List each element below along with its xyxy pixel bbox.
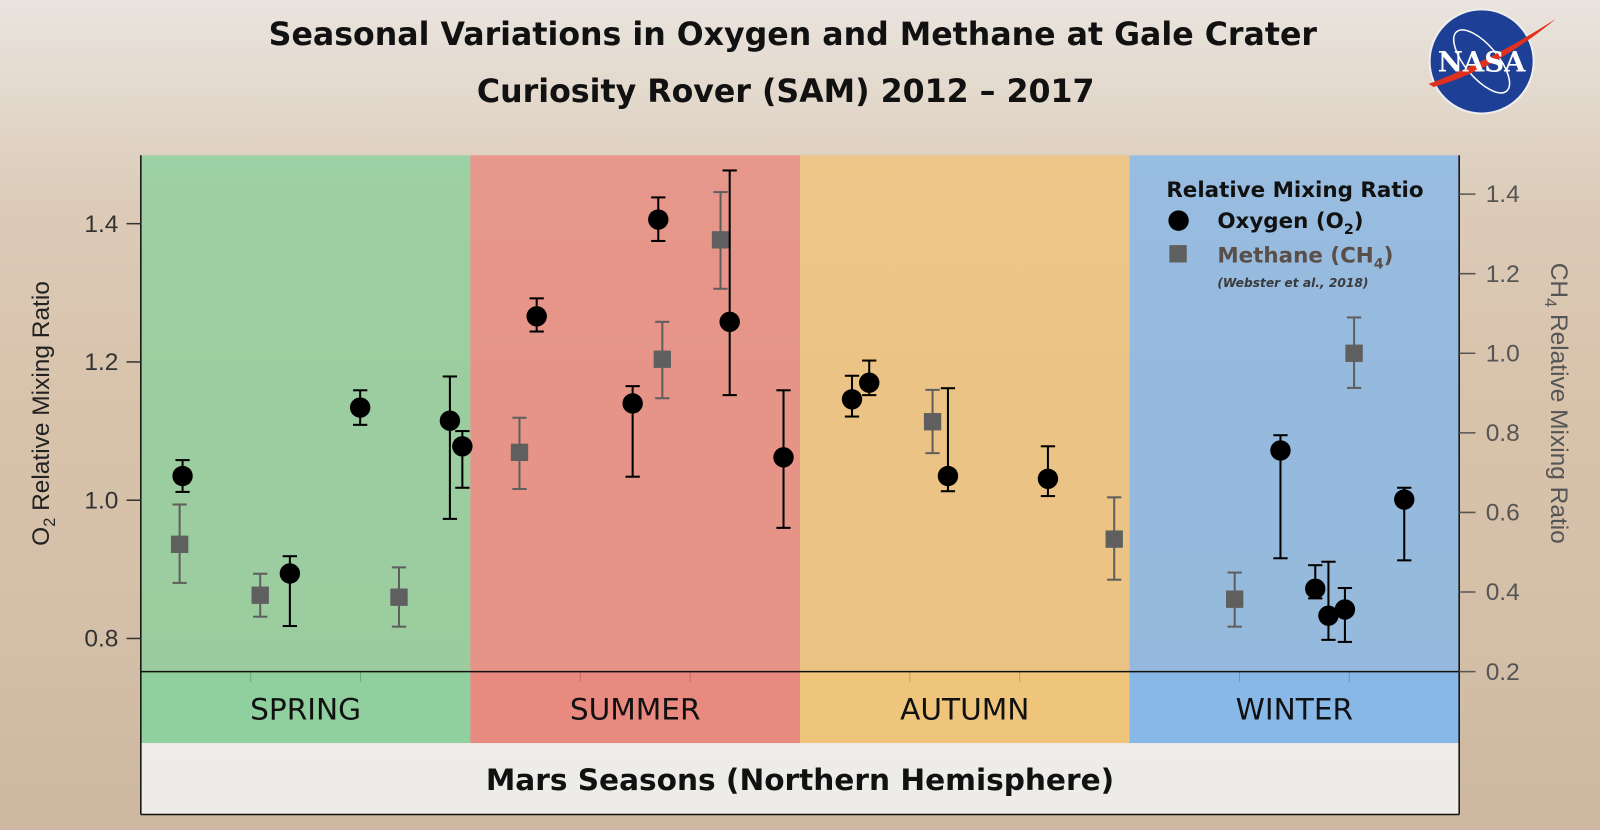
season-label-band-winter [1129,671,1460,744]
methane-point [923,413,942,431]
season-label-band-autumn [800,671,1130,744]
y-left-tick-label: 1.0 [84,487,118,514]
legend-methane: Methane (CH4) [1217,243,1393,272]
oxygen-point [439,410,461,431]
oxygen-point [279,563,301,584]
season-band-summer [470,155,800,672]
season-band-spring [140,155,471,672]
methane-point [251,586,269,604]
oxygen-point [937,465,959,487]
season-band-winter [1129,155,1460,672]
oxygen-point [622,393,643,414]
oxygen-point [719,311,740,333]
methane-point [711,231,730,249]
oxygen-point [172,465,193,487]
methane-point [1345,344,1363,362]
legend-title: Relative Mixing Ratio [1166,178,1423,203]
methane-point [170,535,189,553]
chart-title: Seasonal Variations in Oxygen and Methan… [269,17,1318,53]
oxygen-point [1305,578,1326,599]
nasa-logo: NASA [1428,8,1557,115]
oxygen-point [1394,489,1415,510]
oxygen-point [1270,440,1291,461]
y-right-tick-label: 0.8 [1486,420,1520,447]
methane-point [1105,530,1123,548]
svg-text:NASA: NASA [1438,47,1526,79]
y-left-tick-label: 1.4 [84,211,118,238]
season-band-autumn [800,155,1130,672]
y-right-label: CH4 Relative Mixing Ratio [1541,263,1572,544]
season-label: SUMMER [570,693,701,727]
y-left-label: O2 Relative Mixing Ratio [28,281,59,546]
axes [140,155,1460,816]
y-right-tick-label: 1.2 [1486,261,1520,288]
oxygen-point [648,209,669,230]
oxygen-point [526,306,547,327]
season-label-band-summer [470,671,800,744]
y-right-tick-label: 1.0 [1486,340,1520,367]
y-right-tick-label: 0.6 [1486,500,1520,527]
footer-band [140,743,1460,815]
y-right-tick-label: 1.4 [1486,181,1520,208]
oxygen-point [859,372,880,393]
oxygen-point [841,389,863,410]
x-axis-label: Mars Seasons (Northern Hemisphere) [486,763,1114,797]
legend-oxygen: Oxygen (O2) [1217,209,1363,238]
legend: Relative Mixing Ratio Oxygen (O2) Methan… [1166,178,1423,290]
season-label: WINTER [1236,693,1353,727]
oxygen-point [452,436,473,457]
oxygen-point [349,397,371,418]
legend-oxygen-marker [1168,210,1189,231]
data-marks [170,169,1415,643]
season-label: SPRING [250,693,361,727]
chart-subtitle: Curiosity Rover (SAM) 2012 – 2017 [477,74,1095,110]
methane-point [510,443,529,462]
legend-citation: (Webster et al., 2018) [1217,276,1368,290]
season-label: AUTUMN [900,693,1029,727]
legend-methane-marker [1169,245,1187,263]
oxygen-point [1318,605,1339,626]
methane-point [390,588,408,606]
methane-point [653,350,671,368]
y-right-tick-label: 0.4 [1486,579,1520,606]
methane-point [1226,590,1244,608]
y-right-tick-label: 0.2 [1486,659,1520,686]
oxygen-point [1334,599,1356,620]
season-bands: SPRING SUMMER AUTUMN WINTER [140,155,1460,744]
y-left-tick-label: 1.2 [84,349,118,376]
y-left-tick-label: 0.8 [84,626,118,653]
oxygen-point [1037,468,1059,489]
oxygen-point [773,447,794,468]
season-label-band-spring [140,671,471,744]
